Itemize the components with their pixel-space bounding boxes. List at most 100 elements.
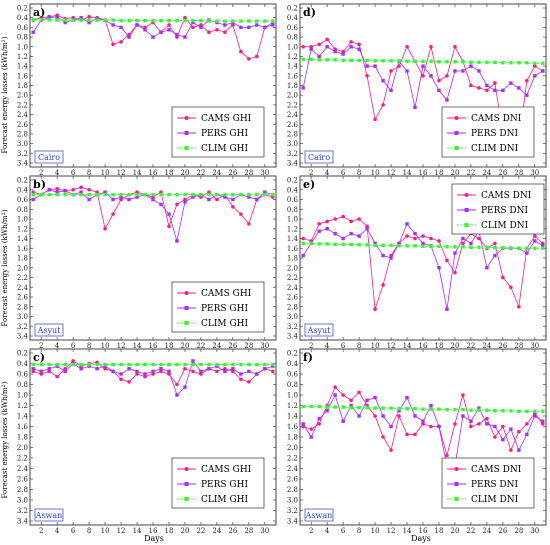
legend-label: CLIM DNI bbox=[481, 221, 529, 231]
legend-swatch-marker bbox=[454, 131, 459, 135]
data-point bbox=[317, 422, 321, 426]
data-point bbox=[365, 74, 369, 78]
data-point bbox=[215, 19, 219, 23]
data-point bbox=[413, 244, 417, 248]
y-tick-label: 1.6 bbox=[17, 423, 29, 431]
data-point bbox=[231, 369, 235, 374]
data-point bbox=[207, 197, 211, 202]
data-point bbox=[421, 64, 425, 68]
data-point bbox=[365, 58, 369, 63]
y-tick-label: 0.6 bbox=[287, 24, 299, 32]
data-point bbox=[389, 243, 393, 248]
data-point bbox=[421, 407, 425, 411]
data-point bbox=[301, 253, 305, 258]
x-tick-label: 10 bbox=[371, 169, 380, 177]
x-tick-label: 20 bbox=[450, 169, 459, 177]
x-tick-label: 28 bbox=[244, 342, 253, 350]
x-tick-label: 20 bbox=[450, 527, 459, 535]
data-point bbox=[389, 256, 393, 260]
data-point bbox=[239, 192, 243, 197]
y-tick-label: 2.8 bbox=[287, 303, 298, 311]
x-tick-label: 30 bbox=[530, 169, 539, 177]
data-point bbox=[247, 380, 251, 384]
data-point bbox=[199, 192, 203, 197]
data-point bbox=[501, 88, 505, 93]
y-tick-label: 2.4 bbox=[17, 284, 29, 292]
data-point bbox=[373, 59, 377, 63]
y-tick-label: 3.0 bbox=[17, 313, 28, 321]
data-point bbox=[341, 405, 345, 409]
y-tick-label: 0.2 bbox=[287, 5, 298, 13]
y-tick-label: 0.4 bbox=[17, 360, 29, 368]
x-tick-label: 28 bbox=[514, 342, 523, 350]
data-point bbox=[397, 409, 401, 413]
data-point bbox=[421, 74, 425, 78]
panel-label: e) bbox=[303, 178, 315, 191]
legend-label: CAMS DNI bbox=[471, 114, 522, 124]
y-axis-label-bottom: Forecast energy losses (kWh/m2) bbox=[1, 381, 9, 498]
site-label-box bbox=[34, 508, 64, 522]
x-tick-label: 10 bbox=[101, 342, 110, 350]
data-point bbox=[349, 242, 353, 247]
data-point bbox=[63, 369, 67, 374]
data-point bbox=[341, 419, 345, 423]
data-point bbox=[263, 362, 267, 367]
x-tick-label: 14 bbox=[403, 342, 412, 350]
legend: CAMS GHI PERS GHI CLIM GHI bbox=[171, 457, 265, 509]
data-point bbox=[111, 197, 115, 202]
data-point bbox=[119, 25, 123, 30]
data-point bbox=[175, 239, 179, 243]
data-point bbox=[357, 243, 361, 247]
data-point bbox=[239, 25, 243, 30]
y-tick-label: 2.6 bbox=[287, 476, 299, 484]
legend-label: CLIM GHI bbox=[201, 495, 249, 505]
panel-d: 0.20.40.60.81.01.21.41.61.82.02.22.42.62… bbox=[287, 3, 547, 177]
data-point bbox=[151, 197, 155, 202]
data-point bbox=[517, 429, 521, 434]
legend-label: PERS DNI bbox=[481, 206, 529, 216]
x-tick-label: 8 bbox=[87, 527, 91, 535]
data-point bbox=[135, 369, 139, 374]
data-point bbox=[127, 35, 131, 39]
x-tick-label: 20 bbox=[450, 342, 459, 350]
data-point bbox=[127, 380, 131, 384]
x-tick-label: 28 bbox=[514, 527, 523, 535]
y-tick-label: 0.4 bbox=[287, 360, 299, 368]
data-point bbox=[493, 424, 497, 429]
data-point bbox=[309, 241, 313, 246]
legend-entry: CLIM GHI bbox=[177, 144, 249, 154]
data-point bbox=[501, 61, 505, 65]
data-point bbox=[95, 18, 99, 22]
data-point bbox=[485, 245, 489, 249]
data-point bbox=[389, 406, 393, 410]
legend-swatch-marker bbox=[184, 146, 189, 150]
data-point bbox=[469, 419, 473, 423]
data-point bbox=[453, 408, 457, 412]
data-point bbox=[191, 195, 195, 199]
data-point bbox=[541, 244, 545, 248]
data-point bbox=[493, 88, 497, 93]
data-point bbox=[301, 404, 305, 409]
legend-entry: PERS DNI bbox=[447, 129, 519, 139]
data-point bbox=[349, 231, 353, 236]
y-tick-label: 3.4 bbox=[287, 160, 299, 168]
data-point bbox=[247, 25, 251, 30]
data-point bbox=[525, 246, 529, 250]
legend: CAMS DNI PERS DNI CLIM DNI bbox=[451, 183, 545, 235]
y-tick-label: 2.0 bbox=[287, 444, 298, 452]
data-point bbox=[453, 60, 457, 64]
site-label-text: Aswan bbox=[305, 511, 333, 520]
data-point bbox=[509, 427, 513, 431]
data-point bbox=[325, 219, 329, 224]
data-point bbox=[405, 234, 409, 238]
data-point bbox=[103, 366, 107, 371]
y-tick-label: 0.2 bbox=[17, 350, 28, 358]
data-point bbox=[167, 212, 171, 216]
data-point bbox=[485, 408, 489, 412]
data-point bbox=[349, 398, 353, 403]
data-point bbox=[207, 30, 211, 35]
data-point bbox=[215, 362, 219, 367]
data-point bbox=[301, 57, 305, 62]
data-point bbox=[79, 185, 83, 190]
data-point bbox=[381, 406, 385, 410]
